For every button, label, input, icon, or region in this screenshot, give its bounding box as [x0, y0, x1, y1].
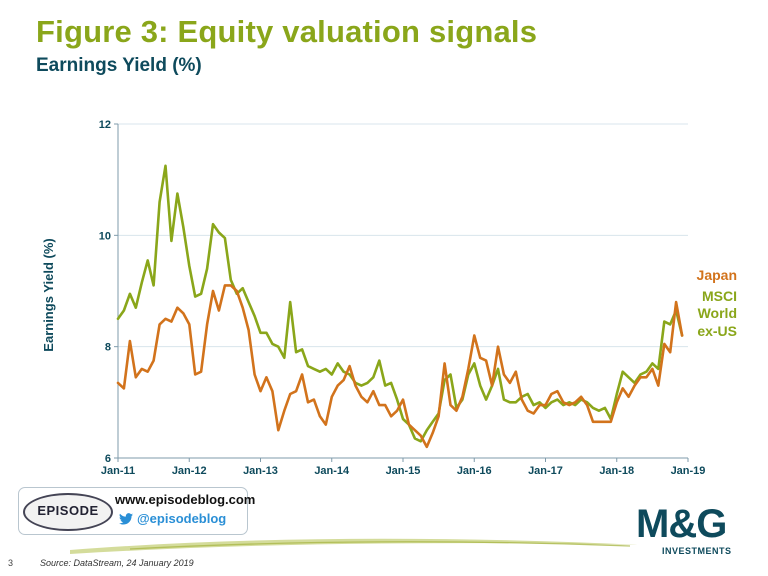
x-tick-label: Jan-13 — [243, 465, 278, 477]
twitter-icon — [119, 513, 133, 525]
x-tick-label: Jan-11 — [101, 465, 135, 477]
x-tick-label: Jan-12 — [172, 465, 207, 477]
y-axis-label: Earnings Yield (%) — [41, 238, 56, 351]
series-line-japan — [116, 284, 684, 449]
y-tick-label: 8 — [105, 342, 111, 354]
legend-label: MSCI — [702, 288, 737, 304]
brand-url-link[interactable]: www.episodeblog.com — [115, 492, 256, 507]
episode-logo: EPISODE — [23, 493, 113, 531]
x-tick-label: Jan-19 — [671, 465, 706, 477]
source-note: Source: DataStream, 24 January 2019 — [40, 558, 194, 568]
x-tick-label: Jan-16 — [457, 465, 492, 477]
mg-logo: M&G — [636, 502, 727, 546]
episode-brand-box[interactable]: EPISODE www.episodeblog.com @episodeblog — [18, 487, 255, 535]
x-tick-label: Jan-15 — [386, 465, 421, 477]
y-tick-label: 10 — [99, 230, 111, 242]
x-tick-label: Jan-17 — [528, 465, 563, 477]
page-number: 3 — [8, 558, 14, 568]
y-tick-label: 6 — [105, 453, 111, 465]
legend-label: World — [698, 305, 737, 321]
x-tick-label: Jan-14 — [314, 465, 350, 477]
page-subtitle: Earnings Yield (%) — [36, 55, 202, 76]
y-tick-label: 12 — [99, 119, 111, 131]
legend-label: ex-US — [697, 323, 737, 339]
grid-layer — [118, 123, 688, 348]
page-title: Figure 3: Equity valuation signals — [36, 14, 538, 49]
axis-layer: 6 8 10 12 Jan-11 Jan-12 Jan-13 Jan-14 Jan-15 Jan-… — [99, 119, 706, 477]
series-layer — [116, 164, 684, 449]
x-tick-label: Jan-18 — [599, 465, 634, 477]
series-line-msci-world-ex-us — [116, 164, 684, 443]
brand-handle-link[interactable]: @episodeblog — [137, 511, 227, 526]
episode-logo-text: EPISODE — [37, 503, 99, 518]
swoosh-decoration — [70, 538, 640, 554]
mg-logo-subtitle: INVESTMENTS — [662, 546, 732, 556]
legend-label: Japan — [697, 267, 737, 283]
